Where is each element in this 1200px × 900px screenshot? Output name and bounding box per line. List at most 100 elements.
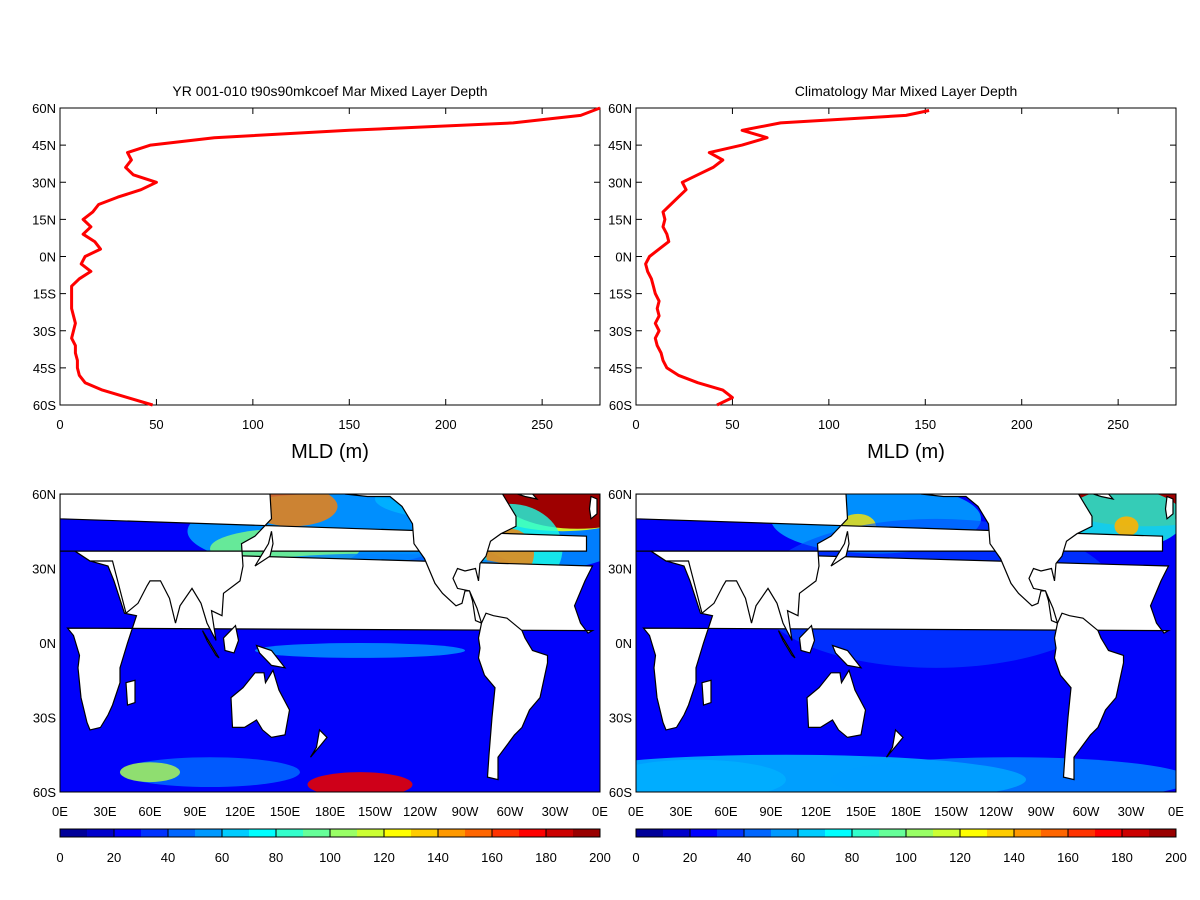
land-mass	[201, 630, 220, 659]
colorbar-tick-label: 0	[56, 850, 63, 865]
lon-tick-label: 180E	[315, 804, 346, 819]
y-tick-label: 45S	[609, 361, 632, 376]
y-tick-label: 15N	[608, 212, 632, 227]
land-mass	[920, 494, 1093, 625]
lat-tick-label: 60S	[33, 785, 56, 800]
x-tick-label: 0	[632, 417, 639, 432]
colorbar-tick-label: 180	[535, 850, 557, 865]
lon-tick-label: 150W	[934, 804, 969, 819]
colorbar-segment	[465, 829, 493, 837]
colorbar-segment	[141, 829, 169, 837]
lon-tick-label: 60E	[714, 804, 737, 819]
colorbar-tick-label: 80	[845, 850, 859, 865]
y-tick-label: 45S	[33, 361, 56, 376]
land-mass	[230, 668, 291, 739]
land-mass	[1164, 495, 1174, 520]
colorbar-tick-label: 200	[1165, 850, 1187, 865]
lon-tick-label: 150E	[270, 804, 301, 819]
land-mass	[1107, 484, 1119, 487]
colorbar-segment	[1122, 829, 1150, 837]
y-tick-label: 0N	[615, 250, 632, 265]
lat-tick-label: 30S	[609, 711, 632, 726]
land-mass	[517, 494, 539, 500]
lon-tick-label: 0E	[628, 804, 644, 819]
lon-tick-label: 0E	[592, 804, 608, 819]
lon-tick-label: 60E	[138, 804, 161, 819]
series-line-1	[644, 109, 930, 407]
colorbar-segment	[276, 829, 304, 837]
colorbar-tick-label: 200	[589, 850, 611, 865]
lon-tick-label: 120W	[403, 804, 438, 819]
land-mass	[60, 494, 588, 641]
lon-tick-label: 0E	[1168, 804, 1184, 819]
x-axis-label: MLD (m)	[291, 441, 369, 463]
lon-tick-label: 60W	[1073, 804, 1100, 819]
lat-tick-label: 60N	[32, 487, 56, 502]
lon-tick-label: 150E	[846, 804, 877, 819]
y-tick-label: 30N	[608, 175, 632, 190]
colorbar-segment	[438, 829, 466, 837]
x-tick-label: 0	[56, 417, 63, 432]
mld-feature-3	[1114, 516, 1139, 537]
colorbar-segment	[60, 829, 88, 837]
colorbar-segment	[663, 829, 691, 837]
map-panel-1: 0E 30E 60E 90E 120E 150E 180E 150W 120W 90W 60W 30W…	[0, 484, 1119, 819]
x-tick-label: 100	[242, 417, 264, 432]
y-tick-label: 45N	[32, 138, 56, 153]
land-mass	[701, 679, 712, 706]
land-mass	[344, 494, 517, 625]
y-tick-label: 45N	[608, 138, 632, 153]
colorbar-segment	[519, 829, 547, 837]
land-mass	[254, 531, 274, 567]
mld-feature-12	[255, 643, 465, 658]
colorbar-segment	[933, 829, 961, 837]
colorbar-segment	[717, 829, 745, 837]
map-frame	[635, 493, 1177, 793]
chart-title: Climatology Mar Mixed Layer Depth	[795, 83, 1018, 99]
land-mass	[0, 613, 8, 779]
lat-tick-label: 0N	[615, 636, 632, 651]
land-mass	[477, 612, 549, 781]
y-tick-label: 60N	[32, 101, 56, 116]
land-mass	[830, 531, 850, 567]
colorbar-2: 0 20 40 60 80 100 120 140 160 180 200	[632, 828, 1187, 865]
colorbar-segment	[1041, 829, 1069, 837]
land-mass	[588, 495, 598, 520]
lon-tick-label: 90W	[1028, 804, 1055, 819]
land-mass	[885, 728, 904, 758]
y-tick-label: 15S	[33, 287, 56, 302]
colorbar-tick-label: 140	[1003, 850, 1025, 865]
colorbar-tick-label: 40	[737, 850, 751, 865]
lon-tick-label: 30W	[542, 804, 569, 819]
y-tick-label: 30S	[609, 324, 632, 339]
x-tick-label: 250	[531, 417, 553, 432]
colorbar-segment	[1095, 829, 1123, 837]
lon-tick-label: 90E	[183, 804, 206, 819]
lon-tick-label: 30W	[1118, 804, 1145, 819]
colorbar-tick-label: 140	[427, 850, 449, 865]
lon-tick-label: 180E	[891, 804, 922, 819]
map-frame	[59, 493, 601, 793]
colorbar-segment	[357, 829, 385, 837]
colorbar-segment	[330, 829, 358, 837]
colorbar-segment	[87, 829, 115, 837]
colorbar-tick-label: 80	[269, 850, 283, 865]
map-field	[0, 484, 1119, 792]
x-tick-label: 50	[725, 417, 739, 432]
colorbar-segment	[744, 829, 772, 837]
lat-tick-label: 30N	[608, 562, 632, 577]
land-mass	[777, 630, 796, 659]
y-tick-label: 60S	[609, 398, 632, 413]
land-mass	[1184, 551, 1200, 730]
colorbar-segment	[825, 829, 853, 837]
lon-tick-label: 150W	[358, 804, 393, 819]
colorbar-tick-label: 0	[632, 850, 639, 865]
line-panel-2: Climatology Mar Mixed Layer Depth 0 50 100 1…	[608, 83, 1177, 463]
colorbar-tick-label: 60	[215, 850, 229, 865]
colorbar-segment	[1149, 829, 1177, 837]
colorbar-segment	[987, 829, 1015, 837]
lon-tick-label: 120E	[225, 804, 256, 819]
colorbar-tick-label: 40	[161, 850, 175, 865]
lon-tick-label: 30E	[93, 804, 116, 819]
